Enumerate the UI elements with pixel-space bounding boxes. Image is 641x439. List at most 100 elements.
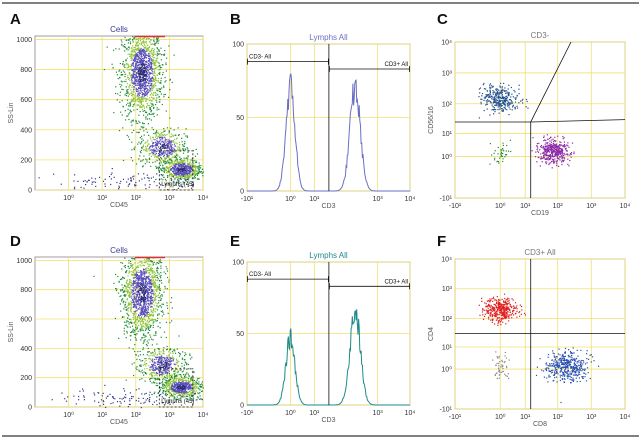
data-point bbox=[156, 59, 158, 61]
data-point bbox=[168, 131, 170, 133]
data-point bbox=[126, 92, 128, 94]
data-point bbox=[483, 88, 485, 90]
data-point bbox=[126, 77, 129, 79]
data-point bbox=[133, 54, 135, 56]
data-point bbox=[144, 78, 146, 80]
data-point bbox=[490, 102, 492, 104]
data-point bbox=[191, 167, 193, 169]
data-point bbox=[155, 284, 157, 286]
data-point bbox=[497, 89, 499, 91]
data-point bbox=[129, 318, 131, 320]
data-point bbox=[201, 172, 203, 174]
data-point bbox=[150, 79, 152, 81]
x-tick-label: -10¹ bbox=[449, 203, 462, 210]
data-point bbox=[167, 307, 169, 309]
data-point bbox=[139, 106, 141, 108]
data-point bbox=[189, 368, 191, 370]
data-point bbox=[152, 315, 154, 317]
data-point bbox=[110, 178, 112, 180]
data-point bbox=[141, 85, 144, 87]
data-point bbox=[141, 314, 143, 316]
data-point bbox=[168, 279, 170, 281]
data-point bbox=[194, 172, 196, 174]
data-point bbox=[149, 58, 151, 60]
data-point bbox=[124, 76, 126, 78]
x-tick-label: 10⁴ bbox=[405, 196, 416, 203]
data-point bbox=[562, 154, 564, 157]
data-point bbox=[155, 153, 157, 155]
data-point bbox=[152, 60, 154, 62]
data-point bbox=[187, 175, 189, 177]
data-point bbox=[124, 94, 126, 96]
data-point bbox=[150, 82, 152, 85]
data-point bbox=[557, 158, 559, 160]
data-point bbox=[139, 143, 141, 145]
data-point bbox=[182, 175, 184, 177]
data-point bbox=[159, 99, 161, 101]
data-point bbox=[146, 290, 148, 292]
data-point bbox=[130, 321, 132, 324]
data-point bbox=[142, 285, 144, 287]
data-point bbox=[138, 49, 140, 52]
data-point bbox=[147, 89, 149, 91]
data-point bbox=[138, 75, 140, 77]
data-point bbox=[135, 67, 137, 69]
data-point bbox=[195, 174, 197, 176]
data-point bbox=[161, 138, 163, 140]
data-point bbox=[141, 296, 143, 299]
data-point bbox=[146, 37, 148, 39]
data-point bbox=[172, 150, 174, 152]
data-point bbox=[154, 61, 156, 63]
data-point bbox=[142, 60, 144, 62]
data-point bbox=[147, 145, 149, 147]
data-point bbox=[478, 96, 480, 98]
data-point bbox=[140, 80, 142, 82]
data-point bbox=[174, 177, 177, 179]
data-point bbox=[146, 93, 148, 95]
data-point bbox=[120, 80, 122, 82]
data-point bbox=[539, 165, 541, 167]
data-point bbox=[168, 142, 170, 144]
data-point bbox=[502, 97, 504, 100]
data-point bbox=[546, 161, 548, 163]
data-point bbox=[489, 91, 491, 93]
data-point bbox=[171, 374, 173, 376]
data-point bbox=[131, 48, 133, 50]
data-point bbox=[142, 308, 144, 310]
data-point bbox=[183, 359, 185, 361]
data-point bbox=[149, 279, 151, 281]
data-point bbox=[194, 164, 196, 166]
data-point bbox=[114, 317, 116, 320]
data-point bbox=[501, 87, 503, 89]
data-point bbox=[149, 108, 151, 111]
data-point bbox=[498, 162, 500, 164]
data-point bbox=[158, 88, 160, 90]
data-point bbox=[170, 145, 172, 147]
data-point bbox=[131, 80, 133, 82]
data-point bbox=[151, 76, 153, 78]
data-point bbox=[137, 94, 139, 96]
data-point bbox=[141, 372, 144, 374]
data-point bbox=[546, 157, 548, 160]
data-point bbox=[544, 139, 546, 141]
data-point bbox=[141, 92, 144, 94]
data-point bbox=[142, 48, 144, 50]
data-point bbox=[142, 334, 144, 336]
data-point bbox=[150, 303, 152, 305]
data-point bbox=[154, 358, 156, 361]
data-point bbox=[121, 84, 123, 86]
data-point bbox=[127, 284, 129, 286]
data-point bbox=[131, 289, 133, 291]
data-point bbox=[140, 76, 142, 78]
data-point bbox=[543, 157, 545, 159]
data-point bbox=[147, 265, 150, 267]
data-point bbox=[162, 137, 164, 139]
data-point bbox=[146, 67, 148, 69]
data-point bbox=[184, 161, 186, 163]
data-point bbox=[504, 156, 506, 158]
data-point bbox=[159, 296, 161, 299]
data-point bbox=[514, 91, 516, 93]
data-point bbox=[134, 44, 137, 46]
data-point bbox=[145, 278, 147, 280]
data-point bbox=[516, 105, 518, 107]
